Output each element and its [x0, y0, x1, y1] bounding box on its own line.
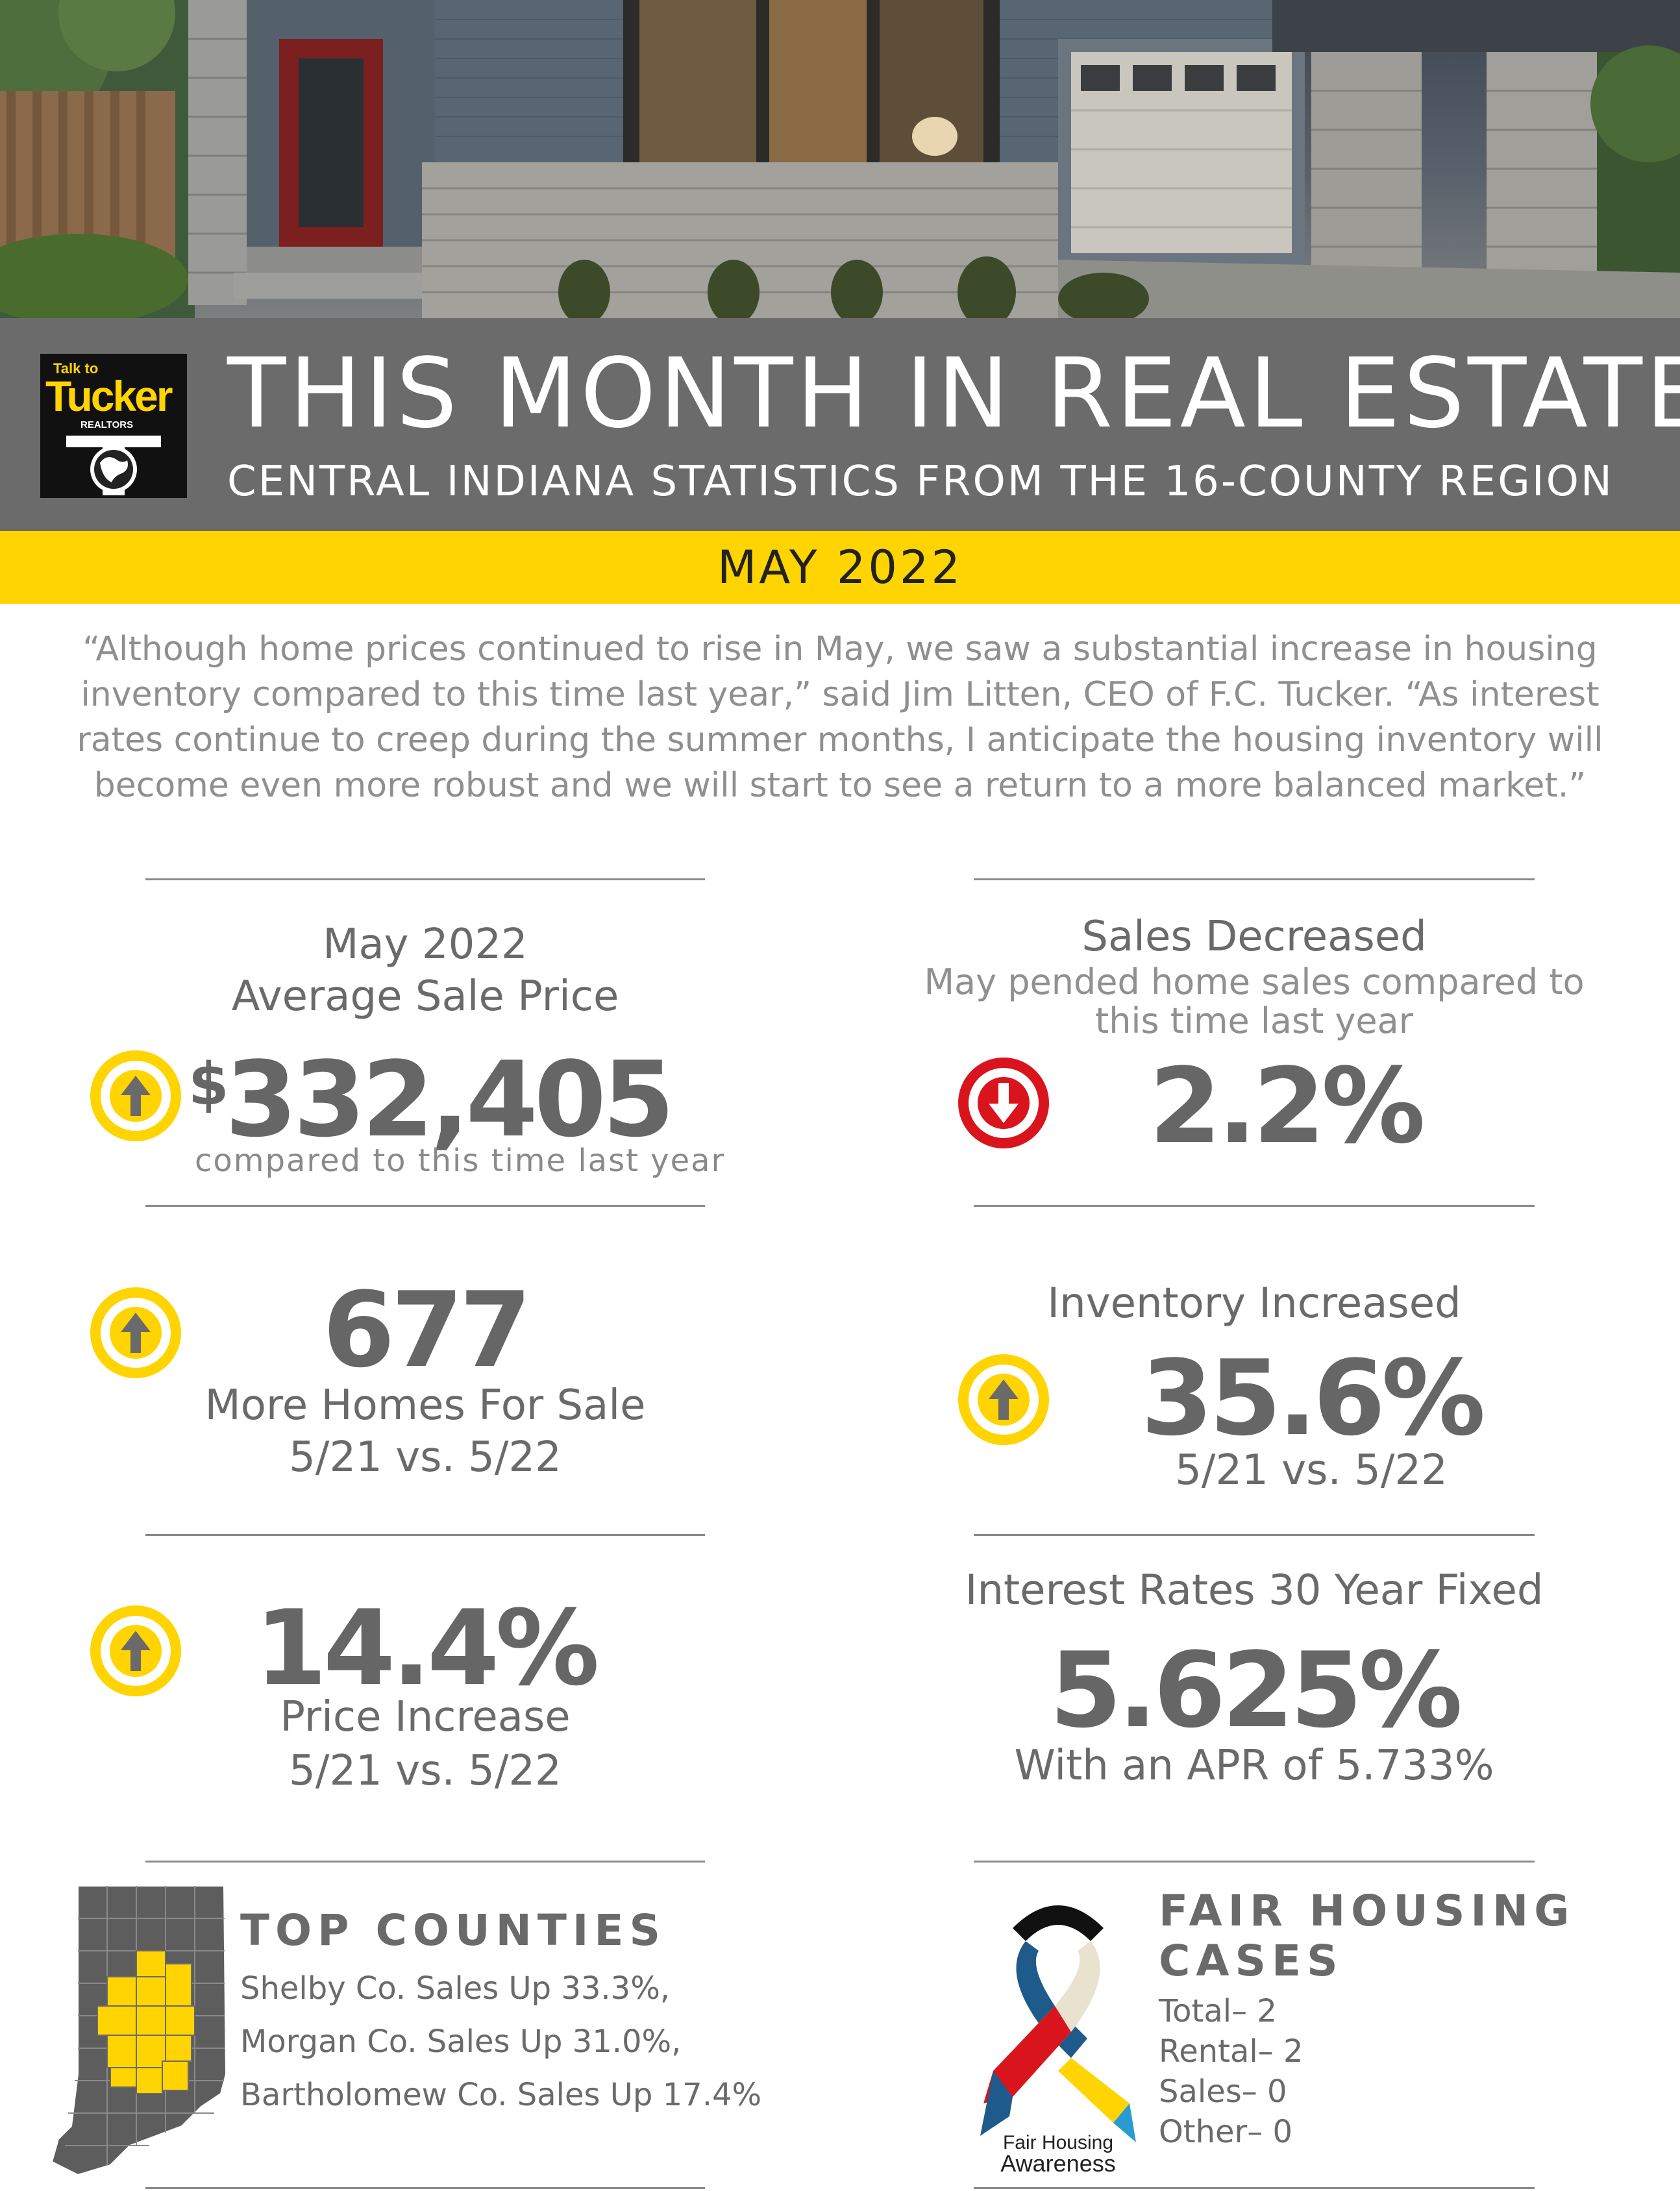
- svg-text:Fair Housing: Fair Housing: [1003, 2132, 1113, 2153]
- divider: [145, 2187, 705, 2189]
- divider: [974, 1861, 1535, 1863]
- list-item: Sales– 0: [1159, 2073, 1287, 2110]
- hero-house-photo: [0, 0, 1680, 318]
- svg-text:Tucker: Tucker: [45, 372, 173, 420]
- divider: [145, 1205, 705, 1207]
- homes-period: 5/21 vs. 5/22: [289, 1433, 562, 1481]
- avg-price-value: $332,405: [188, 1039, 674, 1160]
- list-item: Morgan Co. Sales Up 31.0%,: [240, 2024, 682, 2060]
- list-item: Other– 0: [1159, 2114, 1293, 2150]
- interest-label: Interest Rates 30 Year Fixed: [965, 1566, 1544, 1615]
- arrow-up-circle-icon: [958, 1354, 1049, 1445]
- price-increase-period: 5/21 vs. 5/22: [289, 1747, 562, 1795]
- divider: [145, 1861, 705, 1863]
- arrow-up-circle-icon: [90, 1605, 181, 1696]
- indiana-map: [51, 1885, 227, 2176]
- avg-price-note: compared to this time last year: [195, 1143, 726, 1179]
- list-item: Total– 2: [1159, 1993, 1277, 2029]
- svg-text:Talk to: Talk to: [53, 360, 98, 377]
- divider: [974, 2187, 1535, 2189]
- month-banner: MAY 2022: [0, 531, 1680, 604]
- svg-text:Awareness: Awareness: [1000, 2150, 1115, 2175]
- list-item: Shelby Co. Sales Up 33.3%,: [240, 1970, 671, 2007]
- price-increase-value: 14.4%: [254, 1587, 599, 1709]
- interest-value: 5.625%: [1049, 1629, 1463, 1751]
- arrow-up-circle-icon: [90, 1287, 181, 1378]
- sales-label: Sales Decreased May pended home sales co…: [924, 913, 1585, 1041]
- tucker-logo: Talk to Tucker REALTORS: [40, 354, 187, 498]
- homes-label: More Homes For Sale: [204, 1381, 646, 1430]
- list-item: Bartholomew Co. Sales Up 17.4%: [240, 2077, 762, 2113]
- svg-text:REALTORS: REALTORS: [80, 419, 133, 430]
- divider: [145, 1534, 705, 1536]
- inventory-label: Inventory Increased: [1047, 1280, 1461, 1328]
- list-item: Rental– 2: [1159, 2033, 1303, 2070]
- avg-price-label: May 2022 Average Sale Price: [231, 921, 619, 1021]
- house-illustration: [0, 0, 1680, 318]
- fair-housing-heading: FAIR HOUSING CASES: [1159, 1886, 1575, 1986]
- divider: [974, 1534, 1535, 1536]
- arrow-up-circle-icon: [90, 1050, 181, 1141]
- interest-apr: With an APR of 5.733%: [1014, 1742, 1494, 1790]
- arrow-down-circle-icon: [958, 1058, 1049, 1148]
- inventory-period: 5/21 vs. 5/22: [1175, 1446, 1448, 1494]
- fair-housing-ribbon-icon: Fair Housing Awareness: [980, 1905, 1136, 2175]
- divider: [974, 878, 1535, 880]
- divider: [145, 878, 705, 880]
- page-title: THIS MONTH IN REAL ESTATE: [227, 338, 1680, 449]
- divider: [974, 1205, 1535, 1207]
- page-subtitle: CENTRAL INDIANA STATISTICS FROM THE 16-C…: [227, 458, 1614, 506]
- top-counties-heading: TOP COUNTIES: [240, 1905, 667, 1955]
- ceo-quote: “Although home prices continued to rise …: [77, 630, 1603, 805]
- title-band: [0, 318, 1680, 531]
- price-increase-label: Price Increase: [280, 1693, 571, 1741]
- sales-value: 2.2%: [1149, 1045, 1426, 1167]
- inventory-value: 35.6%: [1141, 1337, 1485, 1459]
- homes-value: 677: [323, 1269, 532, 1391]
